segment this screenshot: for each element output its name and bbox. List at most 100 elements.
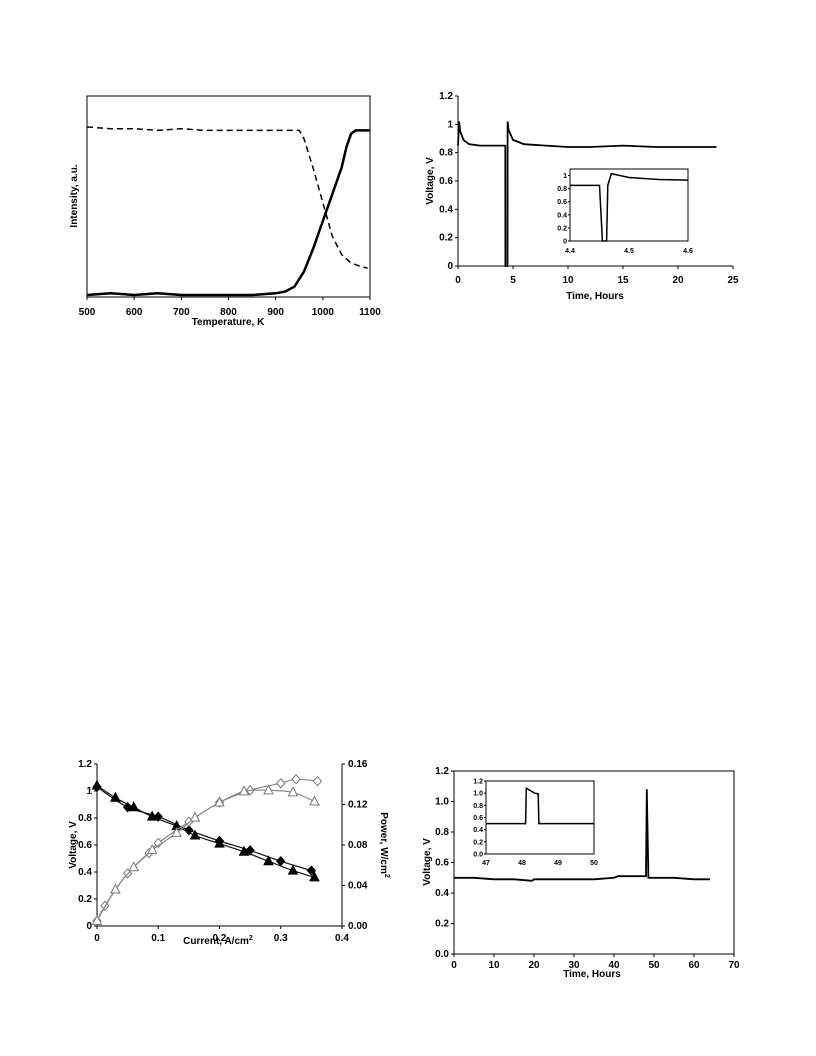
- x-tick-label: 900: [267, 307, 284, 318]
- inset-series-line: [570, 172, 689, 242]
- chart-polarization-power: 0 0.1 0.2 0.3 0.4 0 0.2 0.4 0.6 0.8 1 1.2 0.00 0.04 0.…: [68, 759, 390, 947]
- y-tick-label: 1: [447, 119, 453, 130]
- x-tick-label: 25: [727, 275, 739, 286]
- chart-intensity-vs-temperature: 500 600 700 800 900 1000 1100 Temperature, K I…: [69, 95, 381, 328]
- y-tick-label: 0.2: [435, 919, 449, 930]
- inset-y-tick-label: 0.4: [473, 827, 483, 834]
- x-tick-label: 60: [688, 960, 700, 971]
- inset-y-tick-label: 0.8: [557, 186, 567, 193]
- filled-triangle-marker: [91, 779, 103, 790]
- inset-x-tick-label: 4.5: [624, 248, 634, 255]
- y-tick-label: 0.6: [439, 176, 453, 187]
- inset-x-tick-label: 49: [554, 860, 562, 867]
- inset-x-tick-label: 50: [590, 860, 598, 867]
- filled-diamond-marker: [306, 865, 317, 876]
- y-tick-label: 1.2: [435, 766, 449, 777]
- x-axis-title: Time, Hours: [566, 291, 624, 302]
- filled-triangle-marker: [238, 845, 250, 856]
- x-tick-label: 20: [672, 275, 684, 286]
- x-tick-label: 0: [455, 275, 461, 286]
- x-tick-label: 700: [173, 307, 190, 318]
- y2-axis-title: Power, W/cm2: [378, 812, 390, 878]
- x-tick-label: 30: [568, 960, 580, 971]
- y-tick-label: 1.2: [78, 759, 92, 770]
- open-diamond-marker: [153, 837, 163, 849]
- filled-triangle-marker: [309, 871, 320, 882]
- filled-triangle-marker: [287, 864, 299, 875]
- open-triangle-marker: [309, 795, 320, 806]
- y-axis-title: Voltage, V: [425, 157, 436, 205]
- y-tick-label: 1.0: [435, 797, 449, 808]
- y2-tick-label: 0.12: [348, 800, 368, 811]
- x-tick-label: 0: [94, 933, 100, 944]
- open-triangle-marker: [171, 826, 182, 837]
- x-tick-label: 0.4: [335, 933, 349, 944]
- x-tick-label: 500: [79, 307, 96, 318]
- y2-tick-label: 0.04: [348, 881, 368, 892]
- filled-triangle-marker: [110, 791, 121, 802]
- y-tick-label: 0.6: [435, 858, 449, 869]
- y-tick-label: 0: [86, 921, 92, 932]
- plot-frame: [86, 95, 371, 298]
- filled-triangle-marker: [214, 837, 225, 848]
- inset-y-tick-label: 0.0: [473, 852, 483, 859]
- inset-x-tick-label: 47: [482, 860, 490, 867]
- inset-y-tick-label: 0.2: [473, 839, 483, 846]
- y-tick-label: 0.4: [78, 867, 92, 878]
- x-tick-label: 5: [510, 275, 516, 286]
- open-triangle-marker: [146, 843, 158, 855]
- y-axis-title: Intensity, a.u.: [69, 164, 80, 227]
- open-triangle-marker: [238, 785, 250, 796]
- y-tick-label: 0.6: [78, 840, 92, 851]
- x-tick-label: 0.1: [151, 933, 165, 944]
- open-triangle-marker: [91, 914, 103, 925]
- x-tick-label: 0.3: [274, 933, 288, 944]
- open-diamond-marker: [312, 775, 323, 787]
- y-tick-label: 1: [86, 786, 92, 797]
- x-tick-label: 20: [528, 960, 540, 971]
- y-tick-label: 1.2: [439, 91, 453, 102]
- x-axis-title: Current, A/cm2: [183, 935, 253, 947]
- open-triangle-marker: [214, 796, 225, 807]
- inset-y-tick-label: 0.8: [473, 803, 483, 810]
- inset-frame: [485, 780, 595, 855]
- filled-triangle-marker: [128, 801, 140, 812]
- x-tick-label: 1100: [359, 307, 381, 318]
- filled-triangle-marker: [189, 829, 201, 840]
- x-axis-title: Time, Hours: [563, 969, 621, 980]
- inset-y-tick-label: 1: [563, 173, 567, 180]
- inset-x-tick-label: 48: [518, 860, 526, 867]
- voltage-series-line: [454, 789, 710, 882]
- y-tick-label: 0.0: [435, 949, 449, 960]
- open-diamond-marker: [291, 773, 301, 785]
- x-tick-label: 600: [126, 307, 143, 318]
- x-tick-label: 0.2: [213, 933, 227, 944]
- inset-y-tick-label: 0.2: [557, 225, 567, 232]
- y2-tick-label: 0.08: [348, 840, 368, 851]
- inset-y-tick-label: 0.6: [557, 199, 567, 206]
- y-tick-label: 0.2: [439, 233, 453, 244]
- x-tick-label: 10: [488, 960, 500, 971]
- open-diamond-series-line: [96, 778, 318, 922]
- x-tick-label: 70: [728, 960, 740, 971]
- series-dashed-line: [86, 126, 368, 269]
- y-axis-title: Voltage, V: [68, 821, 79, 869]
- open-triangle-marker: [128, 861, 140, 872]
- open-triangle-marker: [110, 883, 121, 894]
- open-triangle-marker: [263, 784, 274, 795]
- y-tick-label: 0.2: [78, 894, 92, 905]
- y2-tick-label: 0.00: [348, 921, 368, 932]
- filled-triangle-marker: [263, 855, 274, 866]
- x-axis-title: Temperature, K: [192, 317, 265, 328]
- inset-y-tick-label: 0.6: [473, 815, 483, 822]
- y-tick-label: 0.4: [435, 888, 449, 899]
- y-tick-label: 0: [447, 261, 453, 272]
- y-tick-label: 0.8: [78, 813, 92, 824]
- chart-voltage-vs-time-70h: 0 10 20 30 40 50 60 70 0.0 0.2 0.4 0.6 0.8 1.0 1.2 47 4…: [422, 766, 740, 980]
- filled-triangle-marker: [146, 810, 158, 821]
- x-tick-label: 10: [562, 275, 574, 286]
- open-diamond-marker: [276, 777, 286, 789]
- y-axis-title: Voltage, V: [422, 838, 433, 886]
- x-tick-label: 50: [648, 960, 660, 971]
